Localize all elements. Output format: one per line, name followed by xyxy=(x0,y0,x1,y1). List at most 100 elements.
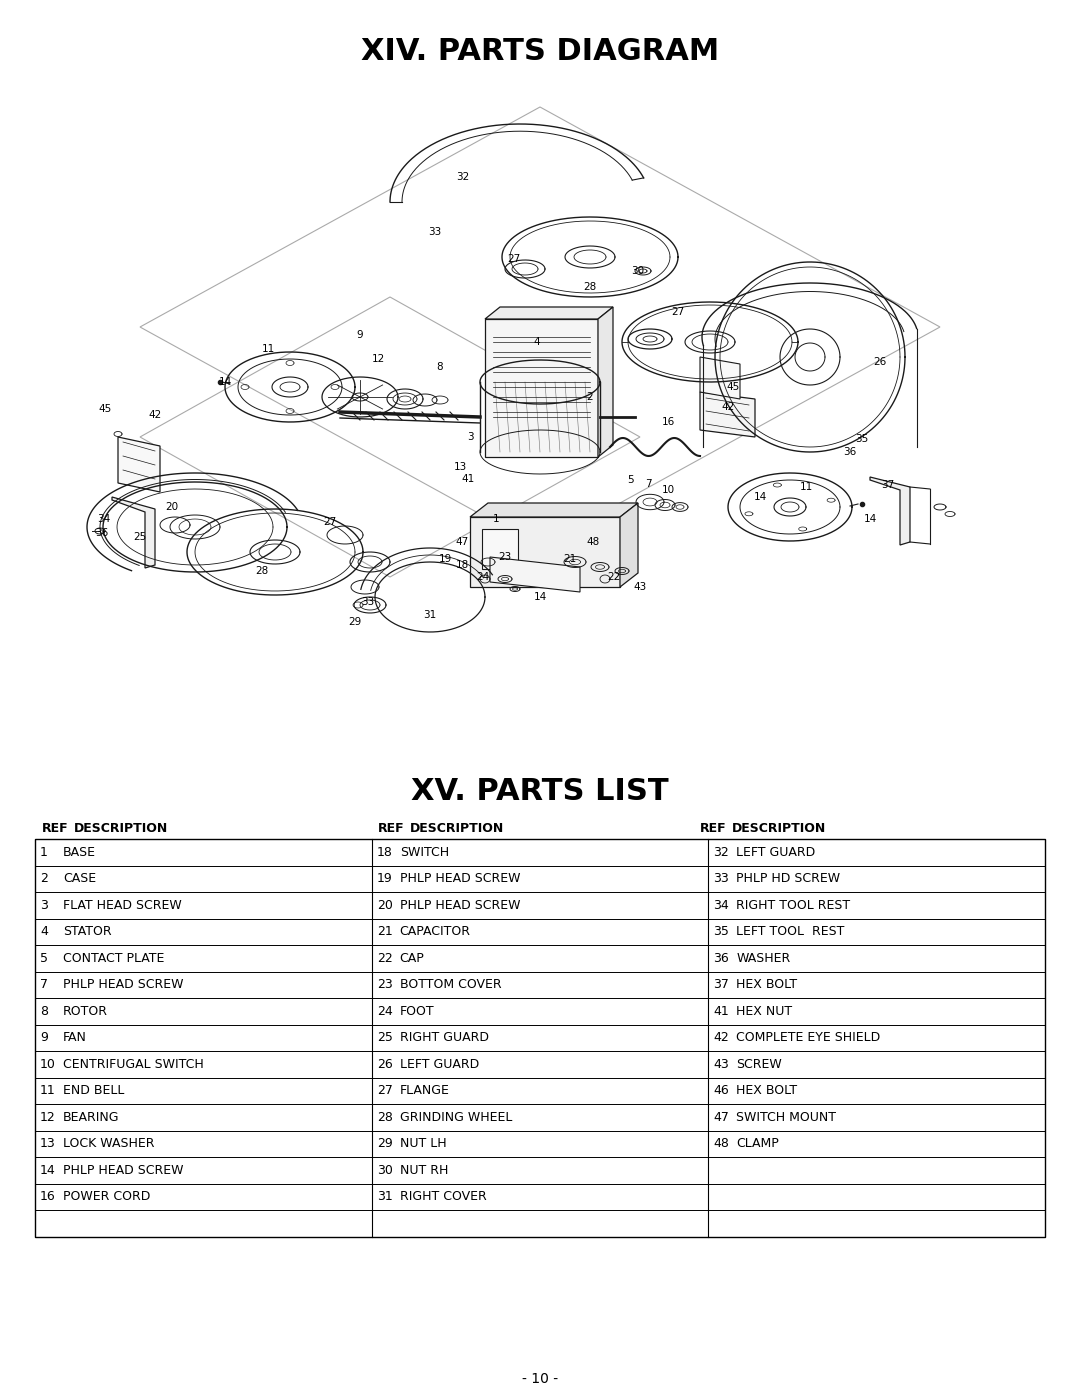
Text: RIGHT GUARD: RIGHT GUARD xyxy=(400,1031,488,1044)
Text: 37: 37 xyxy=(713,978,729,992)
Text: 32: 32 xyxy=(457,172,470,182)
Text: XIV. PARTS DIAGRAM: XIV. PARTS DIAGRAM xyxy=(361,36,719,66)
Text: LEFT GUARD: LEFT GUARD xyxy=(737,845,815,859)
Text: 48: 48 xyxy=(586,536,599,548)
Text: CASE: CASE xyxy=(63,872,96,886)
Text: 14: 14 xyxy=(863,514,877,524)
Text: 36: 36 xyxy=(95,528,109,538)
Text: 36: 36 xyxy=(843,447,856,457)
Text: FOOT: FOOT xyxy=(400,1004,434,1018)
Text: STATOR: STATOR xyxy=(63,925,111,939)
Text: 16: 16 xyxy=(40,1190,56,1203)
Text: 3: 3 xyxy=(40,898,48,912)
Text: PHLP HD SCREW: PHLP HD SCREW xyxy=(737,872,840,886)
Text: 29: 29 xyxy=(349,617,362,627)
Polygon shape xyxy=(118,437,160,492)
Text: 20: 20 xyxy=(377,898,392,912)
Text: 22: 22 xyxy=(607,571,621,583)
Text: CONTACT PLATE: CONTACT PLATE xyxy=(63,951,164,965)
Text: 31: 31 xyxy=(377,1190,392,1203)
Text: CLAMP: CLAMP xyxy=(737,1137,779,1150)
Text: 27: 27 xyxy=(672,307,685,317)
Text: RIGHT TOOL REST: RIGHT TOOL REST xyxy=(737,898,850,912)
Text: 14: 14 xyxy=(218,377,231,387)
Text: RIGHT COVER: RIGHT COVER xyxy=(400,1190,486,1203)
Text: 8: 8 xyxy=(40,1004,48,1018)
Text: 9: 9 xyxy=(40,1031,48,1044)
Text: 35: 35 xyxy=(855,434,868,444)
Text: 7: 7 xyxy=(645,479,651,489)
Polygon shape xyxy=(112,497,156,569)
Text: 28: 28 xyxy=(255,566,269,576)
Text: DESCRIPTION: DESCRIPTION xyxy=(410,821,504,835)
Text: 13: 13 xyxy=(454,462,467,472)
Text: 1: 1 xyxy=(40,845,48,859)
Text: FLAT HEAD SCREW: FLAT HEAD SCREW xyxy=(63,898,181,912)
Text: FAN: FAN xyxy=(63,1031,86,1044)
Polygon shape xyxy=(490,557,580,592)
Text: 35: 35 xyxy=(713,925,729,939)
Text: 25: 25 xyxy=(133,532,147,542)
Text: POWER CORD: POWER CORD xyxy=(63,1190,150,1203)
Text: 10: 10 xyxy=(661,485,675,495)
Text: 28: 28 xyxy=(583,282,596,292)
Text: 21: 21 xyxy=(564,555,577,564)
Text: COMPLETE EYE SHIELD: COMPLETE EYE SHIELD xyxy=(737,1031,880,1044)
Text: - 10 -: - 10 - xyxy=(522,1372,558,1386)
Text: 8: 8 xyxy=(436,362,443,372)
Text: 11: 11 xyxy=(40,1084,56,1097)
Text: 5: 5 xyxy=(626,475,633,485)
Text: 7: 7 xyxy=(40,978,48,992)
Text: 3: 3 xyxy=(467,432,473,441)
Text: 30: 30 xyxy=(632,265,645,277)
Text: 45: 45 xyxy=(98,404,111,414)
Text: 26: 26 xyxy=(874,358,887,367)
Text: SWITCH: SWITCH xyxy=(400,845,449,859)
Text: WASHER: WASHER xyxy=(737,951,791,965)
Text: 4: 4 xyxy=(534,337,540,346)
Text: PHLP HEAD SCREW: PHLP HEAD SCREW xyxy=(63,978,184,992)
Text: 2: 2 xyxy=(40,872,48,886)
Text: 23: 23 xyxy=(498,552,512,562)
Polygon shape xyxy=(598,307,613,457)
Text: CAPACITOR: CAPACITOR xyxy=(400,925,471,939)
Text: 4: 4 xyxy=(40,925,48,939)
Text: 11: 11 xyxy=(261,344,274,353)
Text: DESCRIPTION: DESCRIPTION xyxy=(75,821,168,835)
Text: 41: 41 xyxy=(461,474,474,483)
Text: 1: 1 xyxy=(492,514,499,524)
Text: 42: 42 xyxy=(721,402,734,412)
Text: 42: 42 xyxy=(148,409,162,420)
Text: HEX BOLT: HEX BOLT xyxy=(737,978,797,992)
Text: 5: 5 xyxy=(40,951,48,965)
Text: REF: REF xyxy=(378,821,405,835)
Polygon shape xyxy=(485,307,613,319)
Text: 10: 10 xyxy=(40,1058,56,1070)
Text: 9: 9 xyxy=(356,330,363,339)
Text: 43: 43 xyxy=(633,583,647,592)
Polygon shape xyxy=(700,358,740,400)
Text: HEX BOLT: HEX BOLT xyxy=(737,1084,797,1097)
Polygon shape xyxy=(470,503,638,517)
Text: 27: 27 xyxy=(323,517,337,527)
Text: 33: 33 xyxy=(429,226,442,237)
Text: 28: 28 xyxy=(377,1111,392,1123)
Text: XV. PARTS LIST: XV. PARTS LIST xyxy=(411,777,669,806)
Text: 42: 42 xyxy=(713,1031,729,1044)
Text: 18: 18 xyxy=(377,845,392,859)
Text: PHLP HEAD SCREW: PHLP HEAD SCREW xyxy=(400,898,521,912)
Text: 19: 19 xyxy=(377,872,392,886)
Text: 23: 23 xyxy=(377,978,392,992)
Text: SCREW: SCREW xyxy=(737,1058,782,1070)
Text: 11: 11 xyxy=(799,482,812,492)
Text: 24: 24 xyxy=(476,571,489,583)
Text: BOTTOM COVER: BOTTOM COVER xyxy=(400,978,501,992)
Text: PHLP HEAD SCREW: PHLP HEAD SCREW xyxy=(63,1164,184,1176)
Polygon shape xyxy=(482,529,518,569)
Text: 45: 45 xyxy=(727,381,740,393)
Text: 30: 30 xyxy=(377,1164,392,1176)
Polygon shape xyxy=(870,476,910,545)
Text: 22: 22 xyxy=(377,951,392,965)
Text: 27: 27 xyxy=(377,1084,392,1097)
Bar xyxy=(35,840,1045,1236)
